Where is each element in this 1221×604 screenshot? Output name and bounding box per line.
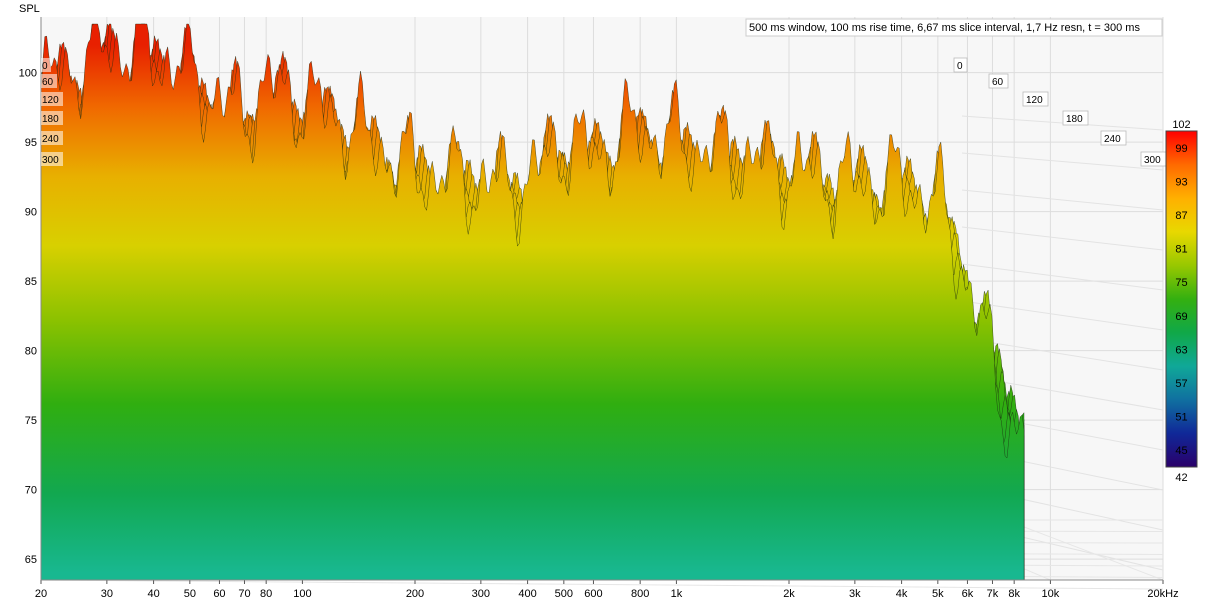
x-tick-label: 600 [584,588,602,600]
time-tick-label-left: 60 [42,77,54,88]
chart-title-box: 500 ms window, 100 ms rise time, 6,67 ms… [745,18,1163,37]
x-tick-label: 800 [631,588,649,600]
colorbar-tick-label: 102 [1172,119,1190,131]
colorbar-tick-label: 75 [1175,277,1187,289]
x-tick-label: 8k [1008,588,1020,600]
waterfall-surface [40,23,1025,581]
time-tick-label-left: 180 [42,114,59,125]
time-tick-label-left: 300 [42,155,59,166]
time-tick-label-left: 240 [42,134,59,145]
y-tick-label: 100 [19,68,37,80]
time-tick-label: 60 [992,77,1004,88]
x-tick-label: 20kHz [1147,588,1178,600]
x-tick-label: 70 [238,588,250,600]
y-tick-label: 85 [25,276,37,288]
x-tick-label: 30 [101,588,113,600]
colorbar-tick-label: 42 [1175,472,1187,484]
y-tick-label: 70 [25,485,37,497]
time-tick-label: 0 [957,61,963,72]
x-tick-label: 4k [896,588,908,600]
colorbar-tick-label: 87 [1175,210,1187,222]
x-tick-label: 5k [932,588,944,600]
grid-line-perspective [961,337,1164,371]
time-tick-label: 240 [1104,134,1121,145]
waterfall-slice [40,23,1025,581]
colorbar-tick-label: 63 [1175,344,1187,356]
colorbar-gradient [1165,130,1198,468]
axes: 20 30 40 50 60 70 80 100 200 300 400 500 600 800 1k 2k 3… [19,17,1179,600]
x-tick-label: 400 [518,588,536,600]
x-tick-label: 60 [213,588,225,600]
y-tick-label: 95 [25,137,37,149]
y-tick-label: 80 [25,346,37,358]
x-tick-label: 200 [406,588,424,600]
grid-line-perspective [961,226,1164,251]
chart-title: 500 ms window, 100 ms rise time, 6,67 ms… [749,22,1140,34]
x-tick-label: 500 [555,588,573,600]
x-tick-label: 3k [849,588,861,600]
x-tick-label: 2k [783,588,795,600]
time-tick-label: 300 [1144,155,1161,166]
y-tick-label: 75 [25,415,37,427]
colorbar-tick-label: 99 [1175,143,1187,155]
y-tick-label: 90 [25,207,37,219]
x-tick-label: 100 [293,588,311,600]
colorbar-tick-label: 57 [1175,378,1187,390]
x-tick-label: 50 [184,588,196,600]
grid-line-perspective [961,115,1164,131]
x-tick-label: 7k [987,588,999,600]
time-tick-label: 180 [1066,114,1083,125]
colorbar-tick-label: 81 [1175,244,1187,256]
grid-line-perspective [961,300,1164,331]
time-axis-labels: 0 0 60 60 120 120 180 180 240 240 300 300 [41,57,1167,167]
grid-line-perspective [961,152,1164,171]
x-tick-label: 6k [962,588,974,600]
x-tick-label: 20 [35,588,47,600]
colorbar: 102 99 93 87 81 75 69 63 57 51 45 42 [1165,119,1198,484]
colorbar-tick-label: 93 [1175,176,1187,188]
x-tick-label: 80 [260,588,272,600]
floor-line [1005,519,1164,581]
grid-line-perspective [961,263,1164,291]
y-axis-label: SPL [19,3,40,15]
colorbar-tick-label: 51 [1175,412,1187,424]
time-tick-label: 120 [1026,95,1043,106]
grid-line-perspective [961,189,1164,211]
colorbar-tick-label: 45 [1175,445,1187,457]
x-tick-label: 40 [147,588,159,600]
floor-line-horizontal [40,579,1164,590]
y-tick-label: 65 [25,554,37,566]
x-tick-label: 300 [472,588,490,600]
x-tick-label: 1k [671,588,683,600]
time-tick-label-left: 0 [42,61,48,72]
x-tick-label: 10k [1042,588,1060,600]
colorbar-tick-label: 69 [1175,311,1187,323]
time-tick-label-left: 120 [42,95,59,106]
